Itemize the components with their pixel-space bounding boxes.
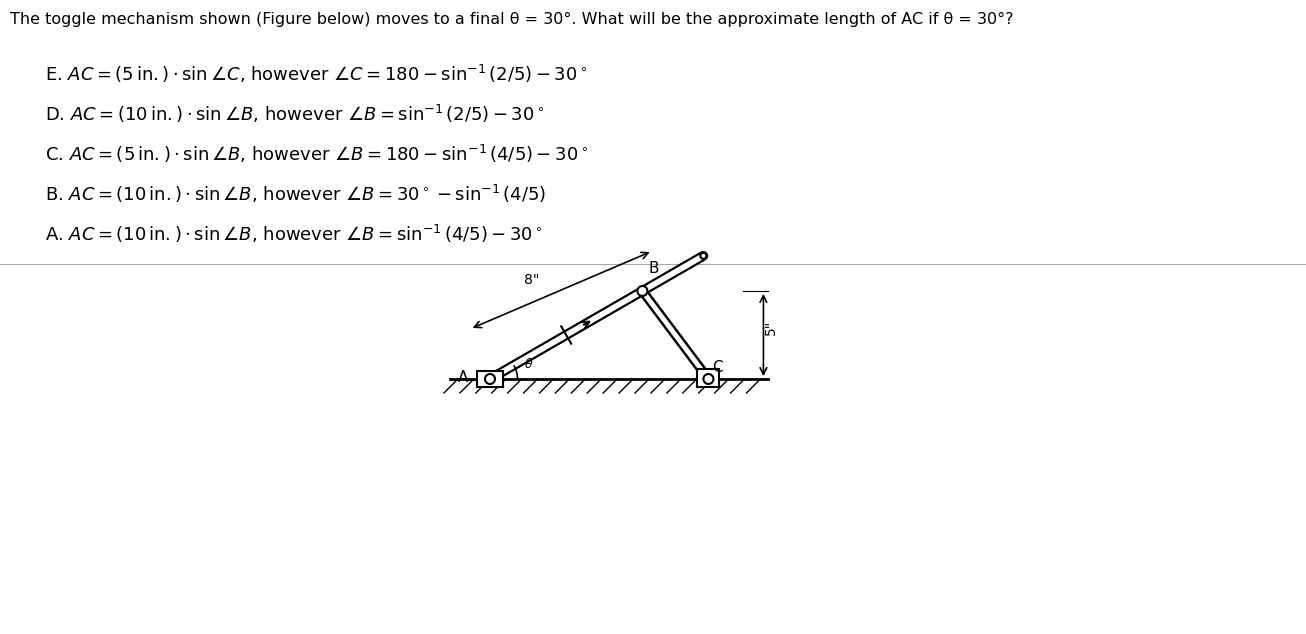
Text: 5": 5" [764, 320, 778, 335]
Text: C: C [712, 360, 724, 375]
Circle shape [14, 67, 29, 81]
Bar [477, 371, 503, 387]
Circle shape [14, 187, 29, 201]
Text: D. $AC = (10\,\mathrm{in.}) \cdot \sin \angle B$, however $\angle B = \sin^{-1}(: D. $AC = (10\,\mathrm{in.}) \cdot \sin \… [44, 103, 545, 125]
Circle shape [485, 374, 495, 384]
Text: A. $AC = (10\,\mathrm{in.}) \cdot \sin \angle B$, however $\angle B = \sin^{-1}(: A. $AC = (10\,\mathrm{in.}) \cdot \sin \… [44, 223, 543, 245]
Circle shape [637, 286, 648, 296]
Text: A: A [457, 370, 468, 384]
Text: B: B [648, 261, 660, 276]
Bar [697, 369, 720, 387]
Circle shape [14, 227, 29, 241]
Text: 8": 8" [524, 273, 539, 287]
Circle shape [14, 147, 29, 161]
Text: B. $AC = (10\,\mathrm{in.}) \cdot \sin \angle B$, however $\angle B = 30^\circ -: B. $AC = (10\,\mathrm{in.}) \cdot \sin \… [44, 183, 546, 205]
Circle shape [700, 253, 707, 259]
Text: $\theta$: $\theta$ [524, 357, 533, 371]
Circle shape [704, 374, 713, 384]
Circle shape [14, 107, 29, 121]
Text: The toggle mechanism shown (Figure below) moves to a final θ = 30°. What will be: The toggle mechanism shown (Figure below… [10, 12, 1013, 27]
Text: E. $AC = (5\,\mathrm{in.}) \cdot \sin \angle C$, however $\angle C = 180 - \sin^: E. $AC = (5\,\mathrm{in.}) \cdot \sin \a… [44, 63, 588, 85]
Text: C. $AC = (5\,\mathrm{in.}) \cdot \sin \angle B$, however $\angle B = 180 - \sin^: C. $AC = (5\,\mathrm{in.}) \cdot \sin \a… [44, 143, 588, 165]
